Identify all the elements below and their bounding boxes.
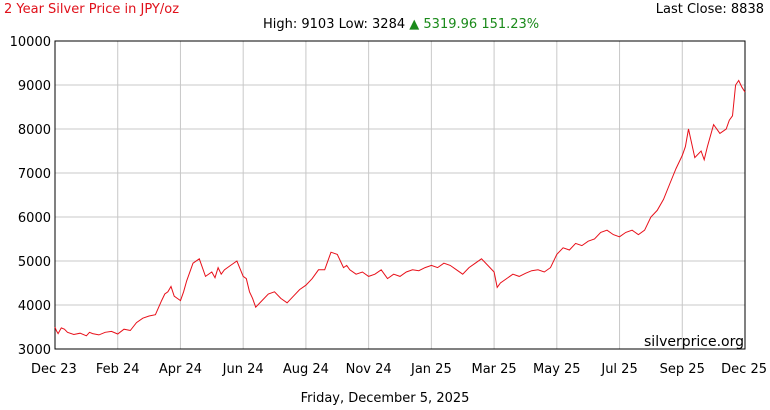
x-axis-ticks: Dec 23 Feb 24 Apr 24 Jun 24 Aug 24 Nov 24 Jan …: [31, 362, 767, 377]
x-tick-label: Mar 25: [471, 362, 516, 377]
y-tick-label: 5000: [18, 255, 51, 270]
change-amount: 5319.96: [423, 17, 478, 32]
x-tick-label: Feb 24: [96, 362, 140, 377]
last-close: Last Close: 8838: [656, 2, 764, 17]
footer-date: Friday, December 5, 2025: [300, 391, 470, 406]
x-tick-label: Jan 25: [410, 362, 452, 377]
price-series-line: [54, 79, 746, 337]
high-value: 9103: [301, 17, 335, 32]
change-percent: 151.23%: [481, 17, 540, 32]
x-tick-label: May 25: [533, 362, 581, 377]
x-tick-label: Apr 24: [159, 362, 202, 377]
change-arrow-icon: ▲: [409, 17, 420, 32]
x-tick-label: Sep 25: [660, 362, 705, 377]
grid-lines: [54, 40, 746, 350]
low-value: 3284: [372, 17, 406, 32]
y-tick-label: 7000: [18, 167, 51, 182]
high-label: High:: [263, 17, 302, 32]
x-tick-label: Jul 25: [600, 362, 637, 377]
chart-title: 2 Year Silver Price in JPY/oz: [4, 2, 180, 17]
y-tick-label: 6000: [18, 211, 51, 226]
y-axis-ticks: 3000 4000 5000 6000 7000 8000 9000 10000: [10, 35, 51, 358]
y-tick-label: 4000: [18, 299, 51, 314]
last-close-label: Last Close:: [655, 2, 731, 17]
y-tick-label: 8000: [18, 123, 51, 138]
y-tick-label: 10000: [10, 35, 51, 50]
y-tick-label: 3000: [18, 343, 51, 358]
watermark: silverprice.org: [644, 334, 744, 350]
x-tick-label: Aug 24: [283, 362, 329, 377]
low-label: Low:: [338, 17, 373, 32]
x-tick-label: Nov 24: [346, 362, 392, 377]
last-close-value: 8838: [730, 2, 764, 17]
x-tick-label: Jun 24: [222, 362, 264, 377]
x-tick-label: Dec 23: [31, 362, 77, 377]
y-tick-label: 9000: [18, 79, 51, 94]
price-stats: High: 9103 Low: 3284 ▲ 5319.96 151.23%: [263, 17, 539, 32]
x-tick-label: Dec 25: [721, 362, 767, 377]
plot-area-frame: [54, 40, 746, 350]
